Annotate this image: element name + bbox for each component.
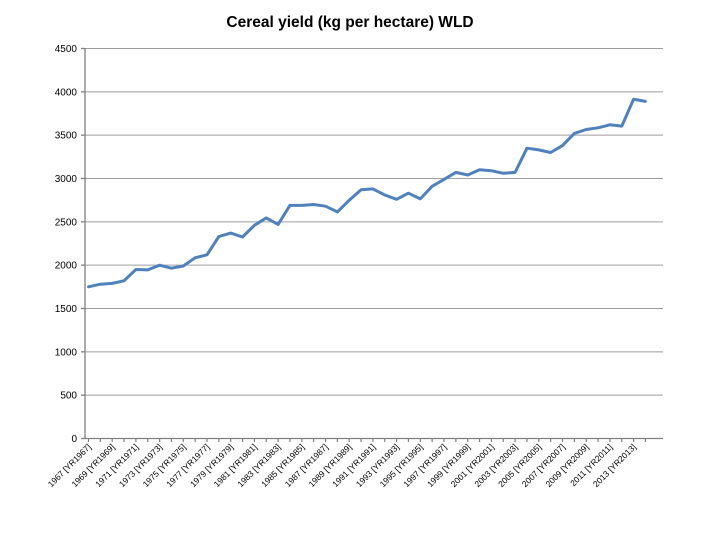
y-axis-label: 4000 [55,87,78,98]
y-axis-label: 0 [71,434,77,445]
y-axis-label: 3000 [55,174,78,185]
y-axis-ticks [81,47,85,440]
series-line [87,97,647,289]
y-axis-label: 4500 [55,44,78,55]
x-axis-labels: 1967 [YR1967]1969 [YR1969]1971 [YR1971]1… [46,442,638,489]
chart-title: Cereal yield (kg per hectare) WLD [226,14,473,31]
axes [84,48,663,440]
gridlines [85,48,663,396]
y-axis-label: 2000 [55,261,78,272]
y-axis-label: 500 [60,391,77,402]
x-axis-ticks [87,438,647,442]
data-series [87,97,647,289]
x-axis-label: 2013 [YR2013] [591,442,638,489]
y-axis-label: 2500 [55,217,78,228]
y-axis-label: 1500 [55,304,78,315]
y-axis-labels: 0 500 1000 1500 2000 2500 3000 3500 4000 4500 [55,44,78,445]
y-axis-label: 3500 [55,131,78,142]
y-axis-label: 1000 [55,347,78,358]
